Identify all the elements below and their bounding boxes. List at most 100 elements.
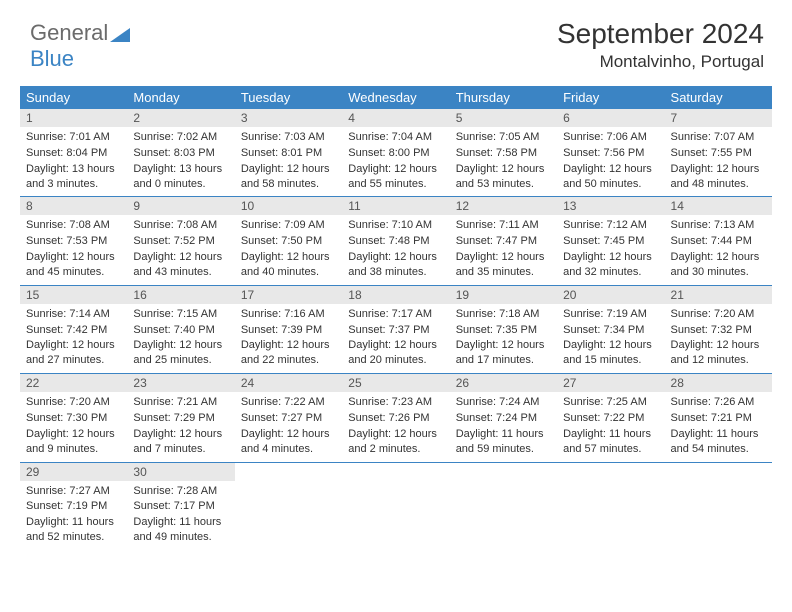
daylight-text: Daylight: 12 hours and 12 minutes. — [671, 338, 766, 368]
sunrise-text: Sunrise: 7:27 AM — [26, 484, 121, 499]
day-body: Sunrise: 7:16 AMSunset: 7:39 PMDaylight:… — [235, 304, 342, 373]
sunset-text: Sunset: 8:03 PM — [133, 146, 228, 161]
calendar-cell: . — [342, 462, 449, 550]
day-body: Sunrise: 7:20 AMSunset: 7:30 PMDaylight:… — [20, 392, 127, 461]
calendar-cell: 21Sunrise: 7:20 AMSunset: 7:32 PMDayligh… — [665, 285, 772, 373]
sunrise-text: Sunrise: 7:22 AM — [241, 395, 336, 410]
sunset-text: Sunset: 7:27 PM — [241, 411, 336, 426]
daylight-text: Daylight: 13 hours and 3 minutes. — [26, 162, 121, 192]
calendar-cell: 11Sunrise: 7:10 AMSunset: 7:48 PMDayligh… — [342, 197, 449, 285]
sunrise-text: Sunrise: 7:11 AM — [456, 218, 551, 233]
calendar-cell: . — [557, 462, 664, 550]
sunrise-text: Sunrise: 7:20 AM — [26, 395, 121, 410]
calendar-cell: 24Sunrise: 7:22 AMSunset: 7:27 PMDayligh… — [235, 374, 342, 462]
calendar-cell: 22Sunrise: 7:20 AMSunset: 7:30 PMDayligh… — [20, 374, 127, 462]
calendar-cell: 9Sunrise: 7:08 AMSunset: 7:52 PMDaylight… — [127, 197, 234, 285]
day-number: 9 — [127, 197, 234, 215]
sunrise-text: Sunrise: 7:05 AM — [456, 130, 551, 145]
day-number: 16 — [127, 286, 234, 304]
calendar-cell: 29Sunrise: 7:27 AMSunset: 7:19 PMDayligh… — [20, 462, 127, 550]
brand-logo: General Blue — [30, 20, 130, 72]
day-body: Sunrise: 7:09 AMSunset: 7:50 PMDaylight:… — [235, 215, 342, 284]
calendar-cell: 26Sunrise: 7:24 AMSunset: 7:24 PMDayligh… — [450, 374, 557, 462]
daylight-text: Daylight: 11 hours and 54 minutes. — [671, 427, 766, 457]
sunrise-text: Sunrise: 7:03 AM — [241, 130, 336, 145]
day-body: Sunrise: 7:18 AMSunset: 7:35 PMDaylight:… — [450, 304, 557, 373]
sunrise-text: Sunrise: 7:19 AM — [563, 307, 658, 322]
calendar-row: 15Sunrise: 7:14 AMSunset: 7:42 PMDayligh… — [20, 285, 772, 373]
sunset-text: Sunset: 7:30 PM — [26, 411, 121, 426]
sunset-text: Sunset: 7:21 PM — [671, 411, 766, 426]
weekday-header: Monday — [127, 86, 234, 109]
day-body: Sunrise: 7:06 AMSunset: 7:56 PMDaylight:… — [557, 127, 664, 196]
sunset-text: Sunset: 7:58 PM — [456, 146, 551, 161]
day-body: Sunrise: 7:20 AMSunset: 7:32 PMDaylight:… — [665, 304, 772, 373]
day-number: 24 — [235, 374, 342, 392]
day-body: Sunrise: 7:07 AMSunset: 7:55 PMDaylight:… — [665, 127, 772, 196]
day-body: Sunrise: 7:14 AMSunset: 7:42 PMDaylight:… — [20, 304, 127, 373]
sunset-text: Sunset: 7:37 PM — [348, 323, 443, 338]
location-label: Montalvinho, Portugal — [20, 52, 764, 72]
sunset-text: Sunset: 7:50 PM — [241, 234, 336, 249]
daylight-text: Daylight: 12 hours and 22 minutes. — [241, 338, 336, 368]
sunset-text: Sunset: 8:00 PM — [348, 146, 443, 161]
day-number: 13 — [557, 197, 664, 215]
day-body: Sunrise: 7:27 AMSunset: 7:19 PMDaylight:… — [20, 481, 127, 550]
sunset-text: Sunset: 7:40 PM — [133, 323, 228, 338]
sunrise-text: Sunrise: 7:20 AM — [671, 307, 766, 322]
day-body: Sunrise: 7:22 AMSunset: 7:27 PMDaylight:… — [235, 392, 342, 461]
calendar-cell: 28Sunrise: 7:26 AMSunset: 7:21 PMDayligh… — [665, 374, 772, 462]
day-body: Sunrise: 7:08 AMSunset: 7:52 PMDaylight:… — [127, 215, 234, 284]
day-number: 3 — [235, 109, 342, 127]
daylight-text: Daylight: 11 hours and 52 minutes. — [26, 515, 121, 545]
calendar-cell: 18Sunrise: 7:17 AMSunset: 7:37 PMDayligh… — [342, 285, 449, 373]
sunrise-text: Sunrise: 7:06 AM — [563, 130, 658, 145]
sunrise-text: Sunrise: 7:12 AM — [563, 218, 658, 233]
day-number: 23 — [127, 374, 234, 392]
sunrise-text: Sunrise: 7:10 AM — [348, 218, 443, 233]
day-number: 15 — [20, 286, 127, 304]
calendar-cell: 4Sunrise: 7:04 AMSunset: 8:00 PMDaylight… — [342, 109, 449, 197]
daylight-text: Daylight: 12 hours and 4 minutes. — [241, 427, 336, 457]
day-body: Sunrise: 7:23 AMSunset: 7:26 PMDaylight:… — [342, 392, 449, 461]
day-body: Sunrise: 7:24 AMSunset: 7:24 PMDaylight:… — [450, 392, 557, 461]
weekday-header: Saturday — [665, 86, 772, 109]
calendar-cell: 17Sunrise: 7:16 AMSunset: 7:39 PMDayligh… — [235, 285, 342, 373]
day-body: Sunrise: 7:17 AMSunset: 7:37 PMDaylight:… — [342, 304, 449, 373]
daylight-text: Daylight: 12 hours and 2 minutes. — [348, 427, 443, 457]
day-number: 27 — [557, 374, 664, 392]
calendar-cell: . — [450, 462, 557, 550]
day-body: Sunrise: 7:15 AMSunset: 7:40 PMDaylight:… — [127, 304, 234, 373]
day-body: Sunrise: 7:11 AMSunset: 7:47 PMDaylight:… — [450, 215, 557, 284]
page-header: September 2024 Montalvinho, Portugal — [20, 18, 764, 72]
calendar-cell: 6Sunrise: 7:06 AMSunset: 7:56 PMDaylight… — [557, 109, 664, 197]
sunrise-text: Sunrise: 7:18 AM — [456, 307, 551, 322]
sunset-text: Sunset: 7:24 PM — [456, 411, 551, 426]
sunrise-text: Sunrise: 7:13 AM — [671, 218, 766, 233]
day-body: Sunrise: 7:21 AMSunset: 7:29 PMDaylight:… — [127, 392, 234, 461]
day-number: 20 — [557, 286, 664, 304]
day-body: Sunrise: 7:01 AMSunset: 8:04 PMDaylight:… — [20, 127, 127, 196]
day-number: 21 — [665, 286, 772, 304]
daylight-text: Daylight: 12 hours and 15 minutes. — [563, 338, 658, 368]
calendar-cell: . — [235, 462, 342, 550]
weekday-header-row: Sunday Monday Tuesday Wednesday Thursday… — [20, 86, 772, 109]
calendar-cell: 19Sunrise: 7:18 AMSunset: 7:35 PMDayligh… — [450, 285, 557, 373]
sunrise-text: Sunrise: 7:08 AM — [133, 218, 228, 233]
calendar-cell: 27Sunrise: 7:25 AMSunset: 7:22 PMDayligh… — [557, 374, 664, 462]
calendar-cell: 30Sunrise: 7:28 AMSunset: 7:17 PMDayligh… — [127, 462, 234, 550]
calendar-cell: 25Sunrise: 7:23 AMSunset: 7:26 PMDayligh… — [342, 374, 449, 462]
daylight-text: Daylight: 12 hours and 53 minutes. — [456, 162, 551, 192]
daylight-text: Daylight: 12 hours and 43 minutes. — [133, 250, 228, 280]
daylight-text: Daylight: 12 hours and 35 minutes. — [456, 250, 551, 280]
sunset-text: Sunset: 7:26 PM — [348, 411, 443, 426]
day-number: 30 — [127, 463, 234, 481]
daylight-text: Daylight: 12 hours and 40 minutes. — [241, 250, 336, 280]
day-body: Sunrise: 7:02 AMSunset: 8:03 PMDaylight:… — [127, 127, 234, 196]
sunrise-text: Sunrise: 7:16 AM — [241, 307, 336, 322]
day-number: 25 — [342, 374, 449, 392]
day-number: 6 — [557, 109, 664, 127]
sunrise-text: Sunrise: 7:02 AM — [133, 130, 228, 145]
sunset-text: Sunset: 7:34 PM — [563, 323, 658, 338]
sunset-text: Sunset: 7:22 PM — [563, 411, 658, 426]
